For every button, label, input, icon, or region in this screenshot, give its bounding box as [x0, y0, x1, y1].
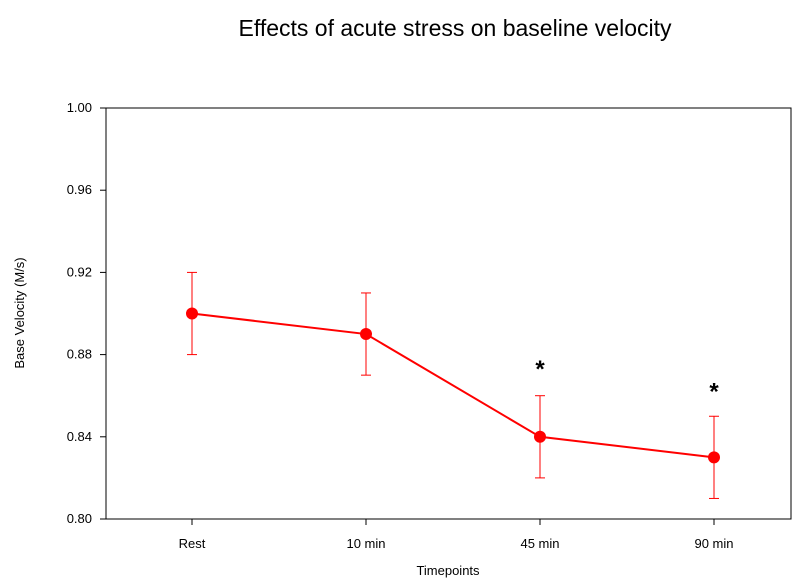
y-tick-label: 1.00: [67, 100, 92, 115]
data-point: [708, 451, 720, 464]
y-tick-label: 0.80: [67, 511, 92, 526]
x-axis-label: Timepoints: [416, 563, 480, 578]
significance-asterisk: *: [709, 379, 719, 406]
y-tick-label: 0.88: [67, 347, 92, 362]
data-point: [534, 430, 546, 443]
x-tick-label: Rest: [179, 536, 206, 551]
significance-asterisk: *: [535, 356, 545, 383]
series-line-group: [186, 307, 720, 464]
x-tick-label: 10 min: [346, 536, 385, 551]
y-tick-label: 0.92: [67, 264, 92, 279]
chart-title: Effects of acute stress on baseline velo…: [239, 15, 672, 41]
plot-frame: [105, 107, 792, 520]
annotations: **: [535, 356, 719, 406]
data-point: [360, 328, 372, 341]
x-tick-label: 45 min: [520, 536, 559, 551]
y-tick-label: 0.96: [67, 182, 92, 197]
x-tick-label: 90 min: [694, 536, 733, 551]
x-axis: Rest 10 min 45 min 90 min: [179, 519, 734, 551]
data-point: [186, 307, 198, 320]
y-axis-label: Base Velocity (M/s): [12, 257, 27, 368]
y-axis: 0.80 0.84 0.88 0.92 0.96 1.00: [67, 100, 106, 526]
series-line: [191, 312, 715, 459]
y-tick-label: 0.84: [67, 429, 92, 444]
